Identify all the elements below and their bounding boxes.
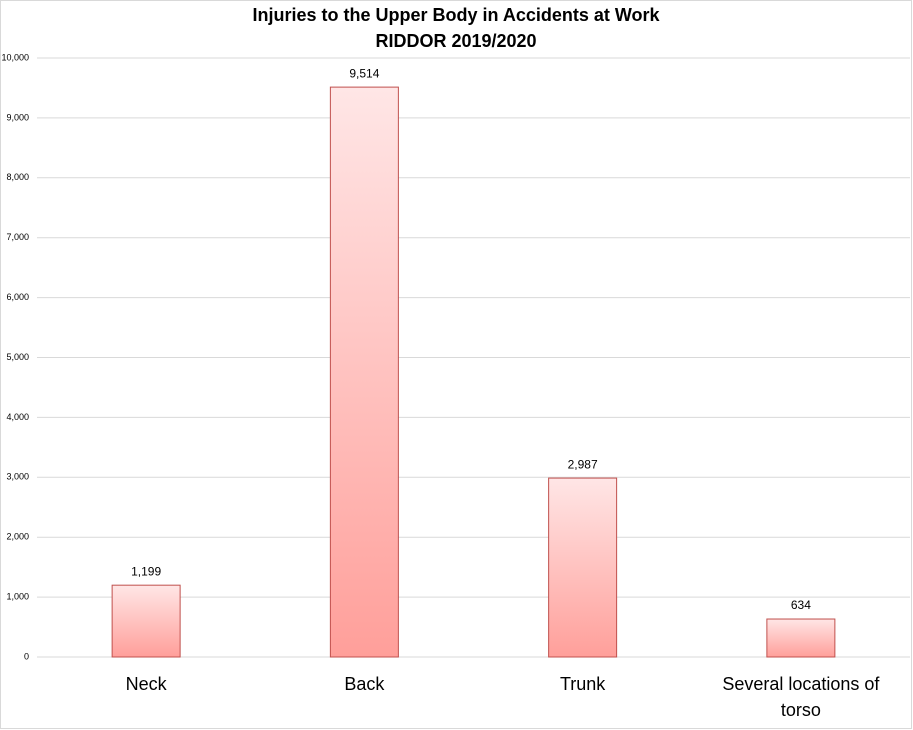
y-tick-label: 2,000 [6,532,29,542]
value-label: 9,514 [349,66,379,80]
value-label: 1,199 [131,564,161,578]
x-tick-label: Back [344,674,385,694]
y-tick-label: 1,000 [6,591,29,601]
bar [329,86,399,658]
y-tick-label: 8,000 [6,172,29,182]
y-tick-label: 9,000 [6,112,29,122]
y-tick-label: 7,000 [6,232,29,242]
y-tick-label: 3,000 [6,472,29,482]
bar [548,477,618,658]
y-tick-label: 6,000 [6,292,29,302]
y-tick-label: 10,000 [1,52,29,62]
y-tick-label: 5,000 [6,352,29,362]
chart-title: Injuries to the Upper Body in Accidents … [252,5,660,25]
y-tick-label: 0 [24,651,29,661]
bar [766,618,836,658]
y-tick-label: 4,000 [6,412,29,422]
x-tick-label: Several locations of torso [722,674,880,720]
chart-subtitle: RIDDOR 2019/2020 [375,31,536,51]
x-tick-label: Neck [125,674,167,694]
x-tick-label: Trunk [559,674,606,694]
bar [111,584,181,658]
value-label: 634 [791,598,811,612]
value-label: 2,987 [568,457,598,471]
